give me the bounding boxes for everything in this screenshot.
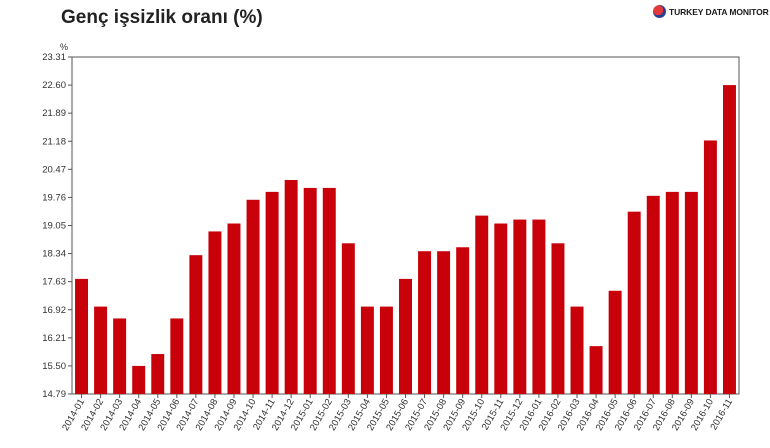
bar-2016-07 (646, 195, 660, 394)
bar-2016-03 (570, 306, 584, 394)
bar-2015-03 (341, 243, 355, 394)
bar-2015-10 (475, 215, 489, 394)
turkey-data-monitor-logo-icon (653, 5, 666, 18)
chart-title: Genç işsizlik oranı (%) (61, 7, 263, 28)
bar-2014-03 (113, 318, 127, 394)
bar-2015-09 (456, 247, 470, 394)
bar-2015-06 (399, 278, 412, 394)
bar-2014-12 (284, 180, 298, 394)
y-tick-label: 17.63 (42, 277, 66, 288)
y-tick-label: 19.76 (42, 192, 66, 203)
bar-2014-11 (265, 191, 279, 394)
bar-2016-01 (532, 219, 546, 394)
bar-2016-10 (703, 140, 717, 394)
bar-2014-07 (189, 255, 203, 394)
bar-2015-05 (379, 306, 393, 394)
brand-name: TURKEY DATA MONITOR (669, 6, 769, 17)
bar-2014-05 (151, 354, 165, 394)
bar-2015-02 (322, 187, 336, 394)
bar-2015-12 (513, 219, 527, 394)
y-tick-label: 18.34 (42, 249, 66, 260)
y-tick-label: 20.47 (42, 164, 66, 175)
bar-2014-02 (94, 306, 108, 394)
y-axis-label: % (60, 42, 68, 52)
bar-2016-11 (722, 85, 736, 394)
bar-2014-06 (170, 318, 184, 394)
y-tick-label: 21.89 (42, 108, 66, 119)
brand: TURKEY DATA MONITOR (653, 5, 769, 18)
y-tick-label: 16.21 (42, 333, 66, 344)
y-tick-label: 15.50 (42, 361, 66, 372)
bar-2016-02 (551, 243, 565, 394)
bar-2015-01 (303, 187, 317, 394)
y-tick-label: 23.31 (42, 52, 66, 63)
bar-2014-08 (208, 231, 222, 394)
bar-2015-07 (418, 251, 432, 394)
bar-2015-08 (437, 251, 451, 394)
bar-2014-10 (246, 199, 260, 394)
y-tick-label: 22.60 (42, 80, 66, 91)
y-tick-label: 16.92 (42, 305, 66, 316)
bar-2015-11 (494, 223, 508, 394)
bar-2016-06 (627, 211, 641, 394)
y-tick-label: 14.79 (42, 389, 66, 400)
bar-2014-09 (227, 223, 241, 394)
bar-2014-01 (75, 278, 89, 394)
bar-2015-04 (360, 306, 374, 394)
bar-2016-05 (608, 290, 622, 394)
y-tick-label: 21.18 (42, 136, 66, 147)
bar-2016-04 (589, 346, 603, 394)
bar-2016-08 (665, 191, 679, 394)
bar-2014-04 (132, 365, 146, 394)
y-tick-label: 19.05 (42, 221, 66, 232)
bar-2016-09 (684, 191, 698, 394)
